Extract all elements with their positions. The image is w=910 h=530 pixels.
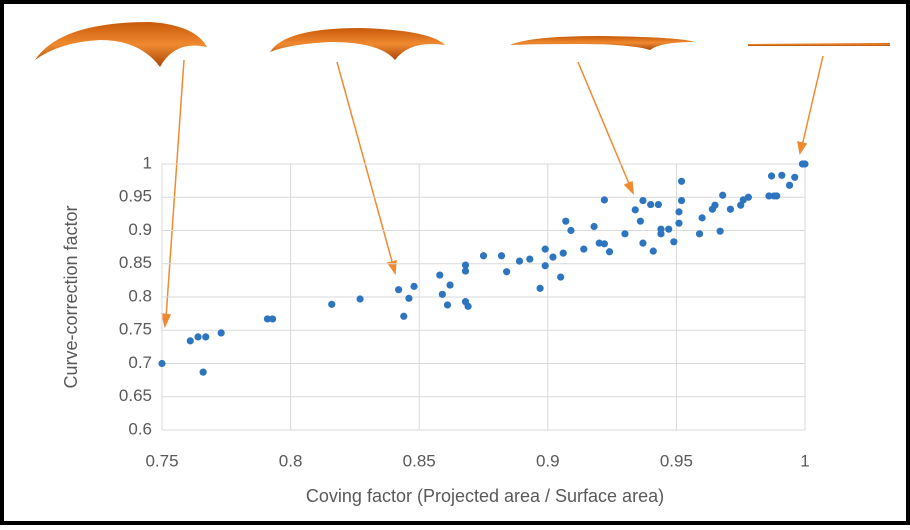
point [194, 333, 201, 340]
point [526, 255, 533, 262]
point [549, 254, 556, 261]
point [567, 227, 574, 234]
point [436, 271, 443, 278]
point [158, 360, 165, 367]
x-tick-label: 0.95 [660, 451, 693, 470]
point [444, 301, 451, 308]
point [395, 286, 402, 293]
point [446, 281, 453, 288]
point [480, 252, 487, 259]
point [542, 246, 549, 253]
point [218, 329, 225, 336]
point [562, 218, 569, 225]
x-tick-label: 1 [800, 451, 809, 470]
point [187, 337, 194, 344]
point [657, 226, 664, 233]
point [678, 178, 685, 185]
point [778, 172, 785, 179]
point [632, 206, 639, 213]
point [678, 197, 685, 204]
point [516, 257, 523, 264]
point [670, 238, 677, 245]
point [580, 246, 587, 253]
y-axis-title: Curve-correction factor [61, 205, 81, 388]
x-tick-label: 0.75 [145, 451, 178, 470]
point [727, 206, 734, 213]
point [503, 268, 510, 275]
y-tick-label: 0.9 [128, 220, 152, 239]
point [400, 313, 407, 320]
chart: Coving factor (Projected area / Surface … [0, 0, 910, 525]
y-tick-label: 0.85 [119, 253, 152, 272]
point [791, 174, 798, 181]
x-tick-label: 0.9 [536, 451, 560, 470]
point [462, 267, 469, 274]
point [786, 182, 793, 189]
point [639, 197, 646, 204]
y-tick-label: 0.75 [119, 320, 152, 339]
x-axis-title: Coving factor (Projected area / Surface … [306, 486, 664, 506]
point [650, 248, 657, 255]
point [773, 192, 780, 199]
point [356, 295, 363, 302]
point [665, 226, 672, 233]
point [675, 220, 682, 227]
point [711, 202, 718, 209]
x-tick-label: 0.8 [279, 451, 303, 470]
x-tick-label: 0.85 [403, 451, 436, 470]
point [647, 201, 654, 208]
y-tick-label: 0.8 [128, 286, 152, 305]
point [745, 194, 752, 201]
point [410, 283, 417, 290]
point [696, 230, 703, 237]
point [606, 248, 613, 255]
point [801, 160, 808, 167]
point [498, 252, 505, 259]
point [557, 273, 564, 280]
point [328, 301, 335, 308]
point [601, 240, 608, 247]
point [637, 218, 644, 225]
y-tick-label: 0.7 [128, 353, 152, 372]
point [590, 223, 597, 230]
point [536, 285, 543, 292]
point [542, 262, 549, 269]
point [675, 208, 682, 215]
point [439, 291, 446, 298]
y-tick-label: 1 [143, 153, 152, 172]
point [639, 240, 646, 247]
point [560, 250, 567, 257]
y-tick-label: 0.65 [119, 386, 152, 405]
point [717, 228, 724, 235]
point [269, 315, 276, 322]
y-tick-label: 0.95 [119, 187, 152, 206]
point [719, 192, 726, 199]
point [405, 295, 412, 302]
point [464, 303, 471, 310]
point [601, 196, 608, 203]
y-tick-label: 0.6 [128, 419, 152, 438]
point [699, 214, 706, 221]
point [202, 333, 209, 340]
point [621, 230, 628, 237]
point [200, 369, 207, 376]
point [768, 172, 775, 179]
point [655, 201, 662, 208]
